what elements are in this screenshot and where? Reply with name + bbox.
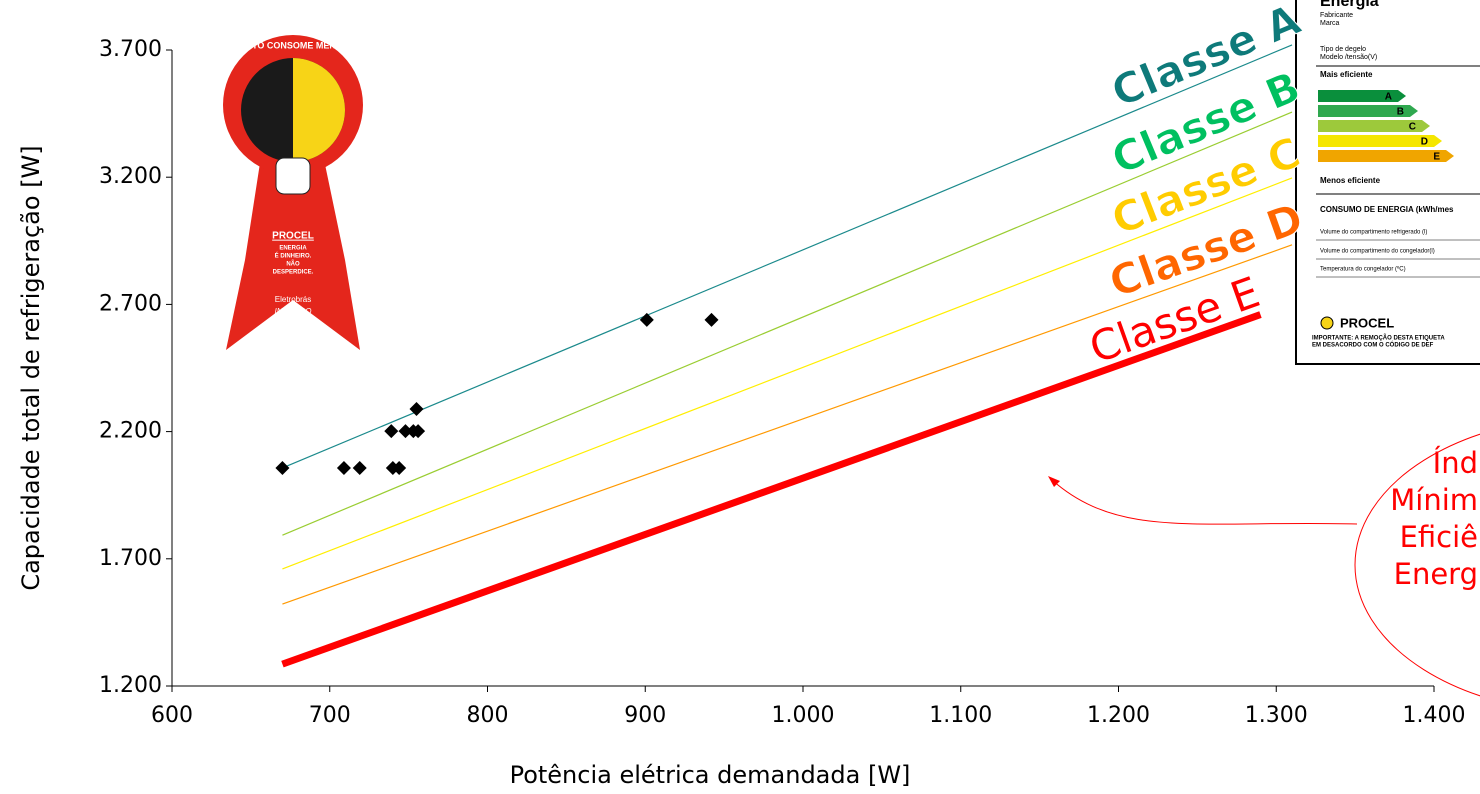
y-tick-label: 1.200 xyxy=(99,673,162,698)
class-line xyxy=(282,44,1293,469)
seal-motto: É DINHEIRO. xyxy=(275,252,312,260)
x-tick-label: 700 xyxy=(309,703,351,728)
procel-seal: ESTE PRODUTO CONSOME MENOS ENERGIA PROCE… xyxy=(194,35,393,350)
label-brand: PROCEL xyxy=(1340,315,1394,330)
annotation-arrow xyxy=(1051,479,1358,525)
annotation-text: Índ xyxy=(1433,446,1478,480)
y-tick-label: 2.700 xyxy=(99,291,162,316)
x-tick-label: 800 xyxy=(467,703,509,728)
data-point xyxy=(352,460,367,475)
label-class: C xyxy=(1409,122,1416,133)
x-axis-label: Potência elétrica demandada [W] xyxy=(510,761,911,789)
label-worst: Menos eficiente xyxy=(1320,176,1381,185)
label-bar-tip xyxy=(1434,135,1442,147)
data-point xyxy=(392,460,407,475)
data-point xyxy=(336,460,351,475)
label-frame xyxy=(1295,0,1480,365)
x-tick-label: 600 xyxy=(151,703,193,728)
seal-logo: Eletrobrás xyxy=(275,295,311,304)
seal-motto: DESPERDICE. xyxy=(273,270,314,276)
label-row: Volume do compartimento do congelador(l) xyxy=(1320,249,1435,255)
label-warning: IMPORTANTE: A REMOÇÃO DESTA ETIQUETA xyxy=(1312,335,1445,342)
seal-motto: ENERGIA xyxy=(279,246,307,252)
y-tick-label: 3.700 xyxy=(99,37,162,62)
seal-logo: INMETRO xyxy=(275,307,312,316)
data-point xyxy=(275,460,290,475)
x-tick-label: 1.100 xyxy=(929,703,992,728)
class-line xyxy=(282,111,1293,536)
seal-ring-text: ESTE PRODUTO CONSOME MENOS ENERGIA xyxy=(194,40,393,50)
seal-brand: PROCEL xyxy=(272,231,314,242)
seal-ribbon xyxy=(226,150,360,350)
label-best: Mais eficiente xyxy=(1320,70,1373,79)
label-bar-tip xyxy=(1446,150,1454,162)
class-line xyxy=(282,177,1293,570)
seal-bulb-base xyxy=(275,157,311,195)
x-tick-label: 1.300 xyxy=(1245,703,1308,728)
label-bar xyxy=(1318,120,1422,132)
label-row: Volume do compartimento refrigerado (l) xyxy=(1320,230,1427,236)
data-point xyxy=(411,424,426,439)
data-point xyxy=(409,401,424,416)
label-bar xyxy=(1318,150,1446,162)
class-line xyxy=(281,311,1262,668)
seal-face-light xyxy=(293,58,345,162)
label-bar-tip xyxy=(1410,105,1418,117)
annotation-arrowhead xyxy=(1048,476,1060,487)
annotation-text: Energ xyxy=(1394,557,1478,591)
label-bar xyxy=(1318,90,1398,102)
x-tick-label: 1.400 xyxy=(1403,703,1466,728)
label-consumption: CONSUMO DE ENERGIA (kWh/mes xyxy=(1320,205,1454,214)
label-bar xyxy=(1318,105,1410,117)
label-class: D xyxy=(1421,137,1428,148)
y-tick-label: 3.200 xyxy=(99,164,162,189)
label-row: Temperatura do congelador (ºC) xyxy=(1320,266,1406,273)
y-axis-label: Capacidade total de refrigeração [W] xyxy=(17,145,45,590)
x-tick-label: 900 xyxy=(624,703,666,728)
data-point xyxy=(384,424,399,439)
x-tick-label: 1.200 xyxy=(1087,703,1150,728)
y-tick-label: 2.200 xyxy=(99,419,162,444)
label-class: A xyxy=(1385,92,1392,103)
class-line xyxy=(282,244,1293,605)
label-bar xyxy=(1318,135,1434,147)
label-class: E xyxy=(1433,152,1440,163)
data-point xyxy=(639,312,654,327)
annotation-ellipse xyxy=(1354,433,1480,697)
x-tick-label: 1.000 xyxy=(772,703,835,728)
label-field: Modelo /tensão(V) xyxy=(1320,54,1377,61)
label-field: Marca xyxy=(1320,20,1340,27)
annotation-text: Eficiê xyxy=(1400,520,1478,554)
y-tick-label: 1.700 xyxy=(99,546,162,571)
label-bar-tip xyxy=(1398,90,1406,102)
data-point xyxy=(704,312,719,327)
label-warning: EM DESACORDO COM O CÓDIGO DE DEF xyxy=(1312,341,1434,349)
energy-label: Energia Fabricante Marca Tipo de degelo … xyxy=(1295,0,1480,365)
label-class: B xyxy=(1397,107,1404,118)
seal-motto: NÃO xyxy=(286,261,300,268)
data-point xyxy=(398,424,413,439)
label-bulb xyxy=(1320,316,1334,330)
label-title: Energia xyxy=(1320,0,1379,10)
label-field: Fabricante xyxy=(1320,12,1353,19)
annotation-text: Mínim xyxy=(1390,483,1478,517)
label-bar-tip xyxy=(1422,120,1430,132)
label-field: Tipo de degelo xyxy=(1320,46,1366,53)
